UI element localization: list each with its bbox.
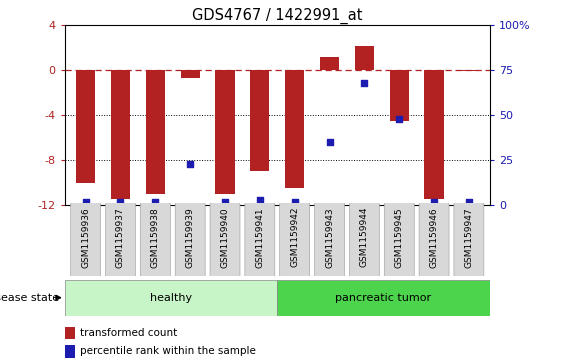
Bar <box>65 280 278 316</box>
Text: transformed count: transformed count <box>79 328 177 338</box>
Point <box>395 116 404 122</box>
Bar <box>65 327 75 339</box>
Text: pancreatic tumor: pancreatic tumor <box>336 293 432 303</box>
Point <box>290 199 299 204</box>
FancyBboxPatch shape <box>175 203 205 277</box>
Bar <box>285 70 304 188</box>
FancyBboxPatch shape <box>315 203 345 277</box>
Point <box>221 199 230 204</box>
Text: GSM1159941: GSM1159941 <box>256 207 265 268</box>
Bar <box>216 70 235 194</box>
Title: GDS4767 / 1422991_at: GDS4767 / 1422991_at <box>192 8 363 24</box>
Bar <box>65 345 75 358</box>
FancyBboxPatch shape <box>210 203 240 277</box>
FancyBboxPatch shape <box>280 203 310 277</box>
Text: GSM1159937: GSM1159937 <box>116 207 125 268</box>
Point <box>116 199 125 204</box>
Point <box>256 197 265 203</box>
Text: GSM1159946: GSM1159946 <box>430 207 439 268</box>
Point <box>186 161 195 167</box>
Text: percentile rank within the sample: percentile rank within the sample <box>79 346 256 356</box>
Bar <box>390 70 409 121</box>
FancyBboxPatch shape <box>245 203 275 277</box>
Text: GSM1159945: GSM1159945 <box>395 207 404 268</box>
Text: GSM1159939: GSM1159939 <box>186 207 195 268</box>
FancyBboxPatch shape <box>454 203 484 277</box>
Text: GSM1159942: GSM1159942 <box>290 207 299 268</box>
FancyBboxPatch shape <box>350 203 379 277</box>
Text: GSM1159943: GSM1159943 <box>325 207 334 268</box>
Point <box>360 80 369 86</box>
Bar <box>278 280 490 316</box>
Text: GSM1159944: GSM1159944 <box>360 207 369 268</box>
Bar <box>76 70 95 183</box>
Text: GSM1159938: GSM1159938 <box>151 207 160 268</box>
Bar <box>355 46 374 70</box>
Point <box>464 199 473 204</box>
Text: disease state: disease state <box>0 293 59 303</box>
Bar <box>146 70 165 194</box>
Text: GSM1159936: GSM1159936 <box>81 207 90 268</box>
Bar <box>425 70 444 200</box>
Text: GSM1159940: GSM1159940 <box>221 207 230 268</box>
Bar <box>320 57 339 70</box>
FancyBboxPatch shape <box>71 203 101 277</box>
FancyBboxPatch shape <box>419 203 449 277</box>
FancyBboxPatch shape <box>105 203 136 277</box>
Point <box>325 139 334 145</box>
Bar <box>459 70 479 72</box>
Bar <box>181 70 200 78</box>
FancyBboxPatch shape <box>140 203 171 277</box>
FancyBboxPatch shape <box>384 203 414 277</box>
Bar <box>111 70 130 200</box>
Bar <box>251 70 270 171</box>
Point <box>430 199 439 204</box>
Point <box>151 199 160 204</box>
Point <box>81 199 90 204</box>
Text: healthy: healthy <box>150 293 192 303</box>
Text: GSM1159947: GSM1159947 <box>464 207 473 268</box>
